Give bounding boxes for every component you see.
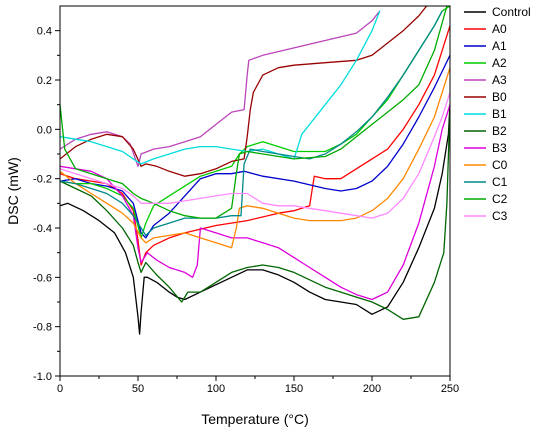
- y-tick-label: 0.2: [37, 75, 52, 87]
- x-tick-label: 200: [363, 383, 381, 395]
- legend-label: C1: [492, 175, 508, 189]
- x-tick-label: 50: [132, 383, 144, 395]
- legend-label: A0: [492, 22, 507, 36]
- legend-label: B3: [492, 141, 507, 155]
- series-line-a3: [60, 10, 381, 167]
- legend-label: C3: [492, 209, 508, 223]
- y-tick-label: -0.4: [33, 223, 52, 235]
- series-line-c3: [60, 92, 450, 219]
- y-tick-label: -0.6: [33, 272, 52, 284]
- legend-label: A1: [492, 39, 507, 53]
- x-axis: 0 50 100 150 200 250: [57, 376, 459, 395]
- series-line-b1: [60, 10, 381, 165]
- y-axis-title: DSC (mW): [5, 157, 21, 225]
- legend-label: B2: [492, 124, 507, 138]
- series-line-c1: [60, 10, 443, 237]
- x-tick-label: 100: [207, 383, 225, 395]
- legend-label: A2: [492, 56, 507, 70]
- series-line-control: [60, 104, 450, 335]
- series-line-a2: [60, 6, 450, 239]
- legend: Control A0 A1 A2 A3 B0 B1 B2 B3 C0 C1 C2 C3: [464, 5, 531, 223]
- y-axis: -1.0 -0.8 -0.6 -0.4 -0.2 0.0 0.2 0.4: [33, 26, 60, 383]
- series-layer: [60, 6, 450, 335]
- series-line-c0: [60, 67, 450, 249]
- y-tick-label: 0.4: [37, 26, 52, 38]
- x-tick-label: 0: [57, 383, 63, 395]
- legend-label: B1: [492, 107, 507, 121]
- x-axis-title: Temperature (°C): [201, 411, 309, 427]
- legend-label: C0: [492, 158, 508, 172]
- x-tick-label: 250: [441, 383, 459, 395]
- y-tick-label: -0.2: [33, 174, 52, 186]
- legend-label: Control: [492, 5, 531, 19]
- legend-label: B0: [492, 90, 507, 104]
- series-line-b3: [60, 104, 450, 301]
- legend-label: C2: [492, 192, 508, 206]
- y-tick-label: -1.0: [33, 371, 52, 383]
- x-tick-label: 150: [285, 383, 303, 395]
- legend-label: A3: [492, 73, 507, 87]
- series-line-a1: [60, 55, 450, 239]
- y-tick-label: -0.8: [33, 322, 52, 334]
- y-tick-label: 0.0: [37, 124, 52, 136]
- series-line-c2: [60, 6, 448, 219]
- series-line-b2: [60, 104, 450, 320]
- series-line-a0: [60, 25, 450, 266]
